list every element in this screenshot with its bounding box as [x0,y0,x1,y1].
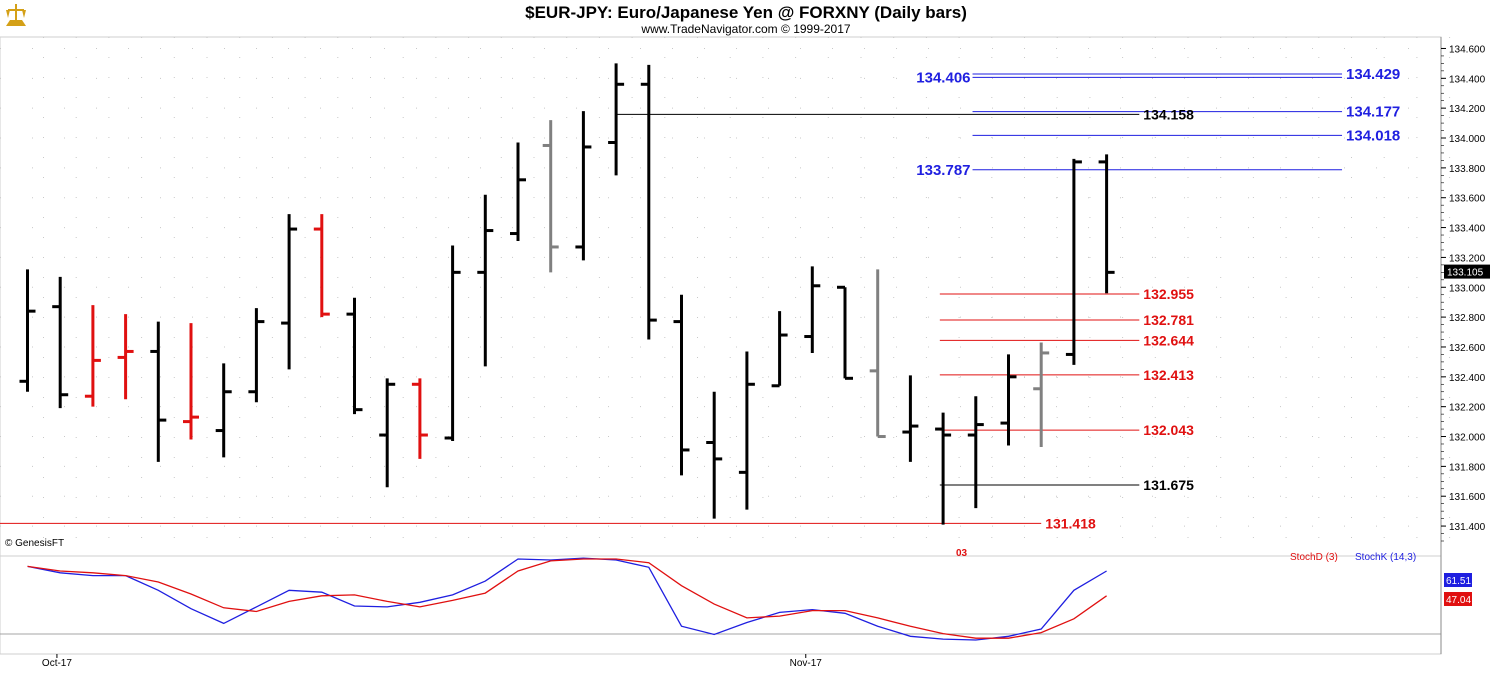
y-tick-label: 133.800 [1449,164,1486,175]
y-tick-label: 131.800 [1449,462,1486,473]
level-label: 131.675 [1143,477,1194,493]
level-label: 131.418 [1045,515,1096,531]
level-label: 133.787 [916,162,970,179]
y-tick-label: 134.400 [1449,74,1486,85]
stoch-annotation-text: 03 [956,548,968,559]
y-tick-label: 132.000 [1449,433,1486,444]
ohlc-bar [542,120,559,273]
y-tick-label: 132.200 [1449,403,1486,414]
level-label: 132.043 [1143,422,1194,438]
ohlc-bar [477,194,494,367]
level-label: 132.781 [1143,312,1194,328]
date-axis: Oct-17 Nov-17 [42,654,822,669]
last-price-box [1444,264,1490,279]
stoch-k-value-box [1444,573,1472,587]
stoch-k-value: 61.51 [1446,576,1471,587]
y-tick-label: 132.600 [1449,343,1486,354]
level-label: 132.644 [1143,332,1194,348]
ohlc-bar [902,375,919,462]
ohlc-bar [117,314,134,400]
y-tick-label: 133.000 [1449,283,1486,294]
ohlc-bar [84,305,101,407]
stochastic-panel: StochD (3) StochK (14,3) 61.51 47.04 [0,552,1472,641]
stoch-series-line [27,557,1107,641]
ohlc-bar [313,214,330,318]
ohlc-bar [935,412,952,525]
chart-title: $EUR-JPY: Euro/Japanese Yen @ FORXNY (Da… [525,3,967,22]
y-tick-label: 133.400 [1449,224,1486,235]
x-tick-label: Nov-17 [790,658,823,669]
ohlc-bar [738,351,755,510]
ohlc-bar [215,363,232,458]
ohlc-bar [510,142,526,241]
support-resistance-levels: 134.429 134.406 134.177 134.158 134.018 133.7… [0,66,1400,531]
ohlc-bar [837,285,853,380]
ohlc-bar [804,266,821,353]
ohlc-bar [967,396,984,509]
last-price-label: 133.105 [1447,268,1484,279]
price-axis: 134.600 134.400 134.200 134.000 133.800 133.6… [1441,44,1490,542]
ohlc-bar [1000,354,1017,446]
y-tick-label: 131.400 [1449,522,1486,533]
stoch-legend-k: StochK (14,3) [1355,552,1416,563]
level-label: 134.018 [1346,127,1400,144]
y-tick-label: 134.000 [1449,134,1486,145]
ohlc-bar [706,391,723,519]
ohlc-bar [869,269,886,439]
x-tick-label: Oct-17 [42,658,72,669]
level-label: 134.429 [1346,66,1400,83]
y-tick-label: 132.800 [1449,313,1486,324]
level-label: 132.955 [1143,286,1194,302]
ohlc-bar [608,63,625,176]
y-tick-label: 133.200 [1449,253,1486,264]
stoch-d-value: 47.04 [1446,595,1471,606]
ohlc-bar [281,214,298,370]
ohlc-bar [575,111,592,261]
ohlc-bar [673,294,690,476]
ohlc-bar [19,269,36,392]
ohlc-bar [183,323,199,440]
header-logo-icon [6,4,26,26]
ohlc-bar [52,276,69,409]
chart-subtitle: www.TradeNavigator.com © 1999-2017 [640,22,850,36]
stoch-legend-d: StochD (3) [1290,552,1338,563]
level-label: 134.158 [1143,106,1194,122]
ohlc-bar [640,64,657,340]
ohlc-bar [346,297,363,415]
stoch-d-value-box [1444,592,1472,606]
ohlc-bar [248,308,265,403]
ohlc-bar [150,321,167,462]
ohlc-bar [1065,158,1082,365]
ohlc-bars [19,63,1115,525]
watermark-text: © GenesisFT [5,538,64,549]
ohlc-bar [444,245,461,441]
y-tick-label: 134.200 [1449,104,1486,115]
level-label: 132.413 [1143,367,1194,383]
ohlc-bar [771,311,788,388]
ohlc-bar [1033,342,1050,447]
y-tick-label: 134.600 [1449,44,1486,55]
stoch-series-line [27,558,1107,639]
level-label: 134.177 [1346,104,1400,121]
y-tick-label: 131.600 [1449,492,1486,503]
ohlc-bar [1098,154,1115,294]
level-label: 134.406 [916,69,970,86]
ohlc-bar [379,378,396,488]
y-tick-label: 133.600 [1449,194,1486,205]
y-tick-label: 132.400 [1449,373,1486,384]
ohlc-bar [411,378,428,459]
